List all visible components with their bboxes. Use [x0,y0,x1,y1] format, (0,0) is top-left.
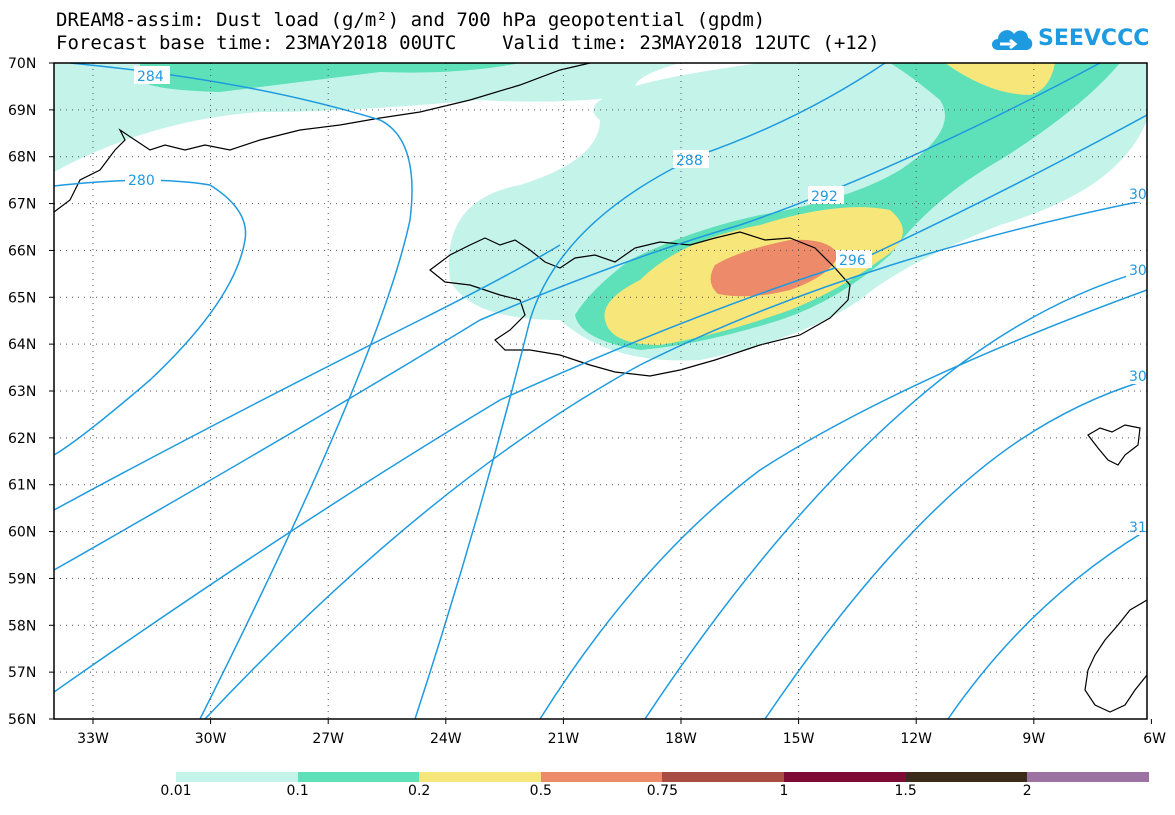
latitude-label: 57N [8,665,36,681]
contour-extra-1 [54,244,561,511]
legend-swatch [419,772,542,782]
contour-label: 284 [137,69,164,85]
latitude-label: 58N [8,618,36,634]
contour-296 [54,114,1147,693]
contour-312 [947,529,1147,719]
scotland-coast [1084,599,1147,713]
longitude-label: 24W [430,731,462,747]
latitude-label: 59N [8,571,36,587]
latitude-label: 68N [8,150,36,166]
cloud-arrow-icon [992,30,1033,50]
logo-text: SEEVCCC [1038,25,1150,51]
legend-label: 0.5 [529,783,552,799]
contour-280 [54,179,247,456]
latitude-label: 61N [8,478,36,494]
contour-label: 30 [1129,369,1147,385]
longitude-label: 30W [195,731,227,747]
contour-label: 30 [1129,263,1147,279]
dust-area-02-northeast [945,63,1055,95]
chart-title: DREAM8-assim: Dust load (g/m²) and 700 h… [56,9,766,31]
contour-300 [204,199,1147,719]
latitude-label: 60N [8,525,36,541]
latitude-label: 56N [8,712,36,728]
legend-swatch [176,772,298,782]
dust-area-05 [710,239,838,297]
contour-label: 280 [128,173,155,189]
legend-label: 0.01 [160,783,192,799]
latitude-label: 65N [8,290,36,306]
contour-label: 292 [811,189,838,205]
longitude-label: 27W [312,731,344,747]
contour-label: 30 [1129,187,1147,203]
graticule [54,63,1147,719]
latitude-label: 67N [8,197,36,213]
contour-288 [414,63,886,719]
longitude-label: 9W [1022,731,1045,747]
legend-label: 2 [1022,783,1032,799]
contour-304 [644,269,1147,719]
latitude-label: 62N [8,431,36,447]
greenland-coast [54,63,591,213]
legend-label: 1 [779,783,789,799]
legend-swatch [662,772,785,782]
latitude-label: 70N [8,56,36,72]
latitude-axis: 70N 69N 68N 67N 66N 65N 64N 63N 62N 61N 60N 59N 58N 5… [8,56,54,728]
latitude-label: 63N [8,384,36,400]
faroe-islands [1087,424,1141,466]
legend-label: 1.5 [894,783,917,799]
longitude-label: 18W [665,731,697,747]
contour-label: 288 [676,153,703,169]
iceland-coast [429,231,851,377]
longitude-label: 12W [900,731,932,747]
legend-swatch [297,772,420,782]
longitude-label: 15W [783,731,815,747]
contour-label: 31 [1129,520,1147,536]
legend-swatch [540,772,663,782]
longitude-label: 33W [77,731,109,747]
contour-292 [54,63,1101,571]
contour-extra-2 [539,289,1147,719]
chart-subtitle: Forecast base time: 23MAY2018 00UTC Vali… [56,32,880,54]
seevccc-logo: SEEVCCC [988,18,1149,58]
latitude-label: 64N [8,337,36,353]
latitude-label: 69N [8,103,36,119]
legend-swatch [905,772,1028,782]
longitude-label: 21W [548,731,580,747]
legend-label: 0.75 [646,783,678,799]
longitude-axis: 33W 30W 27W 24W 21W 18W 15W 12W 9W 6W [77,719,1166,747]
legend-label: 0.1 [286,783,309,799]
contour-308 [764,379,1147,719]
legend-label: 0.2 [408,783,431,799]
contour-label: 296 [839,253,866,269]
longitude-label: 6W [1143,731,1166,747]
legend-swatch [784,772,906,782]
legend-swatch [1027,772,1150,782]
latitude-label: 66N [8,243,36,259]
